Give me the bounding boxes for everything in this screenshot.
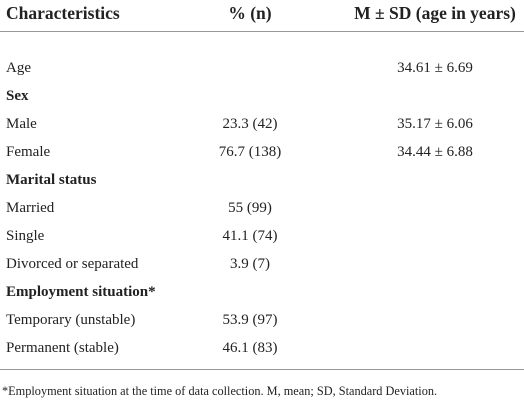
mean-sd-cell: 34.44 ± 6.88 (397, 144, 473, 160)
percent-cell: 76.7 (138) (218, 144, 282, 160)
percent-cell: 3.9 (7) (230, 256, 270, 272)
row-label: Permanent (stable) (6, 340, 119, 356)
row-label: Divorced or separated (6, 256, 139, 272)
row-label: Married (6, 200, 55, 216)
row-label: Temporary (unstable) (6, 312, 136, 328)
percent-cell: 23.3 (42) (222, 116, 278, 132)
percent-cell: 55 (99) (228, 200, 272, 216)
row-label: Single (6, 228, 45, 244)
row-label: Male (6, 116, 37, 132)
row-label: Age (6, 60, 31, 76)
section-label: Employment situation* (6, 284, 156, 300)
mean-sd-cell: 34.61 ± 6.69 (397, 60, 473, 76)
percent-cell: 41.1 (74) (222, 228, 278, 244)
header-cell: Characteristics (6, 3, 120, 23)
percent-cell: 53.9 (97) (222, 312, 278, 328)
bottom-rule (0, 369, 524, 370)
section-label: Marital status (6, 172, 97, 188)
row-label: Female (6, 144, 51, 160)
percent-cell: 46.1 (83) (222, 340, 278, 356)
header-rule (0, 31, 524, 32)
header-cell: % (n) (228, 3, 272, 23)
footnote: *Employment situation at the time of dat… (2, 384, 438, 398)
section-label: Sex (6, 88, 29, 104)
header-cell: M ± SD (age in years) (354, 3, 516, 23)
mean-sd-cell: 35.17 ± 6.06 (397, 116, 473, 132)
